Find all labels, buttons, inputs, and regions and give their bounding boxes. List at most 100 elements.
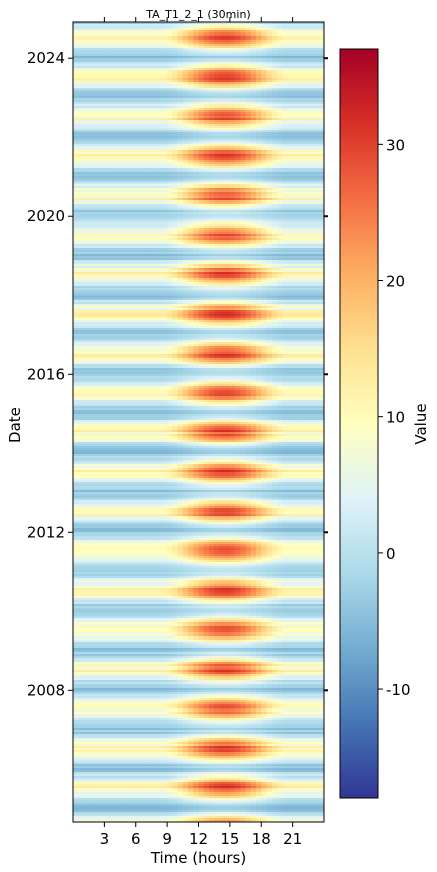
- heatmap-cell: [276, 48, 283, 51]
- heatmap-cell: [140, 140, 147, 143]
- heatmap-cell: [276, 38, 283, 41]
- heatmap-cell: [151, 134, 158, 137]
- heatmap-cell: [276, 88, 283, 91]
- heatmap-cell: [287, 62, 294, 65]
- heatmap-cell: [224, 76, 231, 79]
- heatmap-cell: [193, 136, 199, 139]
- heatmap-cell: [303, 32, 309, 35]
- heatmap-cell: [114, 104, 121, 107]
- heatmap-cell: [83, 42, 90, 45]
- heatmap-cell: [104, 34, 111, 37]
- heatmap-cell: [167, 128, 173, 131]
- heatmap-cell: [93, 98, 100, 101]
- heatmap-cell: [240, 84, 246, 87]
- heatmap-cell: [83, 112, 90, 115]
- heatmap-cell: [99, 72, 105, 75]
- heatmap-cell: [177, 88, 184, 91]
- heatmap-cell: [161, 92, 168, 95]
- heatmap-cell: [188, 58, 194, 61]
- heatmap-cell: [297, 56, 304, 59]
- heatmap-cell: [99, 134, 105, 137]
- heatmap-cell: [235, 96, 241, 99]
- heatmap-cell: [167, 46, 173, 49]
- heatmap-cell: [146, 84, 152, 87]
- heatmap-cell: [114, 112, 121, 115]
- heatmap-cell: [256, 30, 262, 33]
- heatmap-cell: [125, 24, 131, 27]
- heatmap-cell: [313, 24, 320, 27]
- heatmap-cell: [125, 104, 131, 107]
- heatmap-cell: [188, 54, 194, 57]
- heatmap-cell: [99, 74, 105, 77]
- heatmap-cell: [271, 22, 278, 25]
- heatmap-cell: [313, 30, 320, 33]
- heatmap-cell: [167, 122, 173, 125]
- heatmap-cell: [308, 106, 314, 109]
- heatmap-cell: [125, 54, 131, 57]
- heatmap-cell: [318, 80, 324, 83]
- heatmap-cell: [130, 42, 137, 45]
- heatmap-cell: [177, 74, 184, 77]
- heatmap-cell: [78, 136, 84, 139]
- heatmap-cell: [261, 76, 267, 79]
- heatmap-cell: [135, 98, 142, 101]
- heatmap-cell: [208, 32, 215, 35]
- heatmap-cell: [114, 102, 121, 105]
- heatmap-cell: [224, 96, 231, 99]
- heatmap-cell: [83, 24, 90, 27]
- heatmap-cell: [146, 114, 152, 117]
- heatmap-cell: [203, 36, 210, 39]
- heatmap-cell: [219, 52, 226, 55]
- heatmap-cell: [193, 94, 199, 97]
- heatmap-cell: [250, 66, 257, 69]
- heatmap-cell: [266, 26, 273, 29]
- heatmap-cell: [224, 44, 231, 47]
- heatmap-cell: [93, 104, 100, 107]
- heatmap-cell: [214, 42, 220, 45]
- heatmap-cell: [266, 78, 273, 81]
- heatmap-cell: [182, 66, 189, 69]
- heatmap-cell: [256, 56, 262, 59]
- heatmap-cell: [88, 94, 95, 97]
- heatmap-cell: [188, 112, 194, 115]
- heatmap-cell: [120, 128, 126, 131]
- heatmap-cell: [229, 54, 236, 57]
- heatmap-cell: [182, 46, 189, 49]
- heatmap-cell: [271, 50, 278, 53]
- heatmap-cell: [130, 90, 137, 93]
- heatmap-cell: [188, 30, 194, 33]
- heatmap-cell: [219, 134, 226, 137]
- heatmap-cell: [219, 140, 226, 143]
- heatmap-cell: [182, 120, 189, 123]
- heatmap-cell: [198, 116, 205, 119]
- heatmap-cell: [308, 90, 314, 93]
- heatmap-cell: [229, 118, 236, 121]
- heatmap-cell: [287, 116, 294, 119]
- heatmap-cell: [78, 30, 84, 33]
- heatmap-cell: [99, 32, 105, 35]
- heatmap-cell: [245, 140, 252, 143]
- heatmap-cell: [88, 136, 95, 139]
- heatmap-cell: [266, 136, 273, 139]
- heatmap-cell: [208, 54, 215, 57]
- heatmap-cell: [250, 26, 257, 29]
- heatmap-cell: [120, 138, 126, 141]
- heatmap-cell: [203, 48, 210, 51]
- heatmap-cell: [151, 52, 158, 55]
- heatmap-cell: [261, 84, 267, 87]
- heatmap-cell: [250, 124, 257, 127]
- heatmap-cell: [193, 92, 199, 95]
- heatmap-cell: [282, 112, 288, 115]
- heatmap-cell: [240, 86, 246, 89]
- heatmap-cell: [276, 44, 283, 47]
- heatmap-cell: [156, 96, 163, 99]
- heatmap-cell: [245, 64, 252, 67]
- heatmap-cell: [193, 120, 199, 123]
- heatmap-cell: [177, 138, 184, 141]
- heatmap-cell: [120, 102, 126, 105]
- heatmap-cell: [303, 126, 309, 129]
- heatmap-cell: [161, 36, 168, 39]
- heatmap-cell: [229, 122, 236, 125]
- heatmap-cell: [172, 84, 178, 87]
- heatmap-cell: [214, 64, 220, 67]
